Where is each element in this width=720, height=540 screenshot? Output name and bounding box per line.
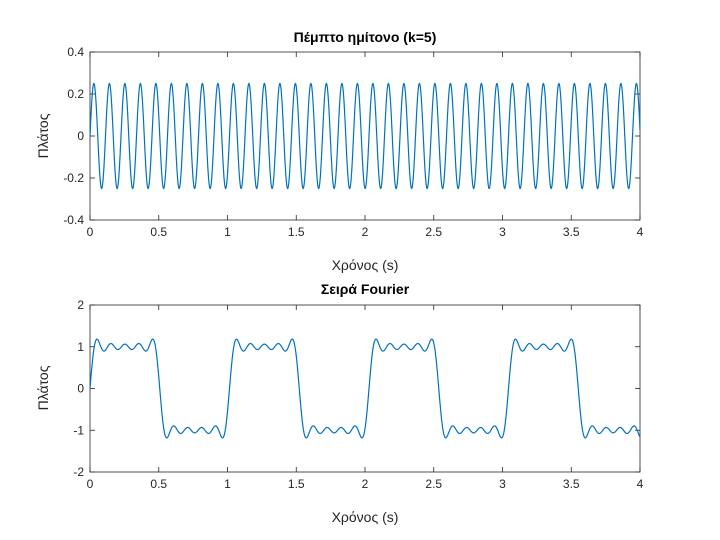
x-tick-label: 2 xyxy=(362,477,369,491)
bottom-series-line xyxy=(89,338,641,439)
top-axes: Πέμπτο ημίτονο (k=5) 0 0.5 1 1.5 2 2.5 3 3.5 4 -0… xyxy=(35,29,644,273)
x-tick-label: 2.5 xyxy=(425,477,442,491)
y-tick-label: -1 xyxy=(73,423,84,437)
x-tick-label: 1 xyxy=(224,225,231,239)
y-tick-label: -0.4 xyxy=(63,213,84,227)
bottom-axis-ticks: 0 0.5 1 1.5 2 2.5 3 3.5 4 -2 -1 0 1 2 xyxy=(73,298,643,491)
x-tick-label: 4 xyxy=(637,225,644,239)
x-tick-label: 1 xyxy=(224,477,231,491)
bottom-x-axis-label: Χρόνος (s) xyxy=(332,509,399,525)
x-tick-label: 3.5 xyxy=(563,225,580,239)
bottom-y-axis-label: Πλάτος xyxy=(35,365,51,410)
top-axis-ticks: 0 0.5 1 1.5 2 2.5 3 3.5 4 -0.4 -0.2 0 0.2 0.4 xyxy=(63,45,643,239)
x-tick-label: 1.5 xyxy=(288,477,305,491)
y-tick-label: 0.4 xyxy=(67,45,84,59)
top-series-line xyxy=(89,82,641,190)
x-tick-label: 4 xyxy=(637,477,644,491)
x-tick-label: 2 xyxy=(362,225,369,239)
bottom-plot-box xyxy=(89,304,641,473)
y-tick-label: -0.2 xyxy=(63,171,84,185)
x-tick-label: 0 xyxy=(87,477,94,491)
x-tick-label: 2.5 xyxy=(425,225,442,239)
top-y-axis-label: Πλάτος xyxy=(35,113,51,158)
top-plot-box xyxy=(89,51,641,221)
x-tick-label: 0.5 xyxy=(150,477,167,491)
y-tick-label: -2 xyxy=(73,465,84,479)
bottom-chart-title: Σειρά Fourier xyxy=(321,281,410,297)
y-tick-label: 0.2 xyxy=(67,87,84,101)
x-tick-label: 3 xyxy=(499,477,506,491)
y-tick-label: 0 xyxy=(77,382,84,396)
y-tick-label: 2 xyxy=(77,298,84,312)
x-tick-label: 0 xyxy=(87,225,94,239)
y-tick-label: 1 xyxy=(77,340,84,354)
top-chart-title: Πέμπτο ημίτονο (k=5) xyxy=(294,29,437,45)
x-tick-label: 1.5 xyxy=(288,225,305,239)
x-tick-label: 3.5 xyxy=(563,477,580,491)
x-tick-label: 0.5 xyxy=(150,225,167,239)
bottom-axes: Σειρά Fourier 0 0.5 1 1.5 2 2.5 3 3.5 4 -2 -1 0 1 2 Χ… xyxy=(35,281,644,525)
top-x-axis-label: Χρόνος (s) xyxy=(332,257,399,273)
y-tick-label: 0 xyxy=(77,129,84,143)
x-tick-label: 3 xyxy=(499,225,506,239)
